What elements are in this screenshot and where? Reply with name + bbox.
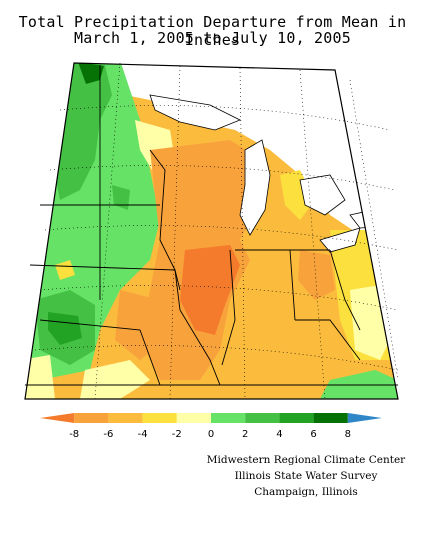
map-title-line2: March 1, 2005 to July 10, 2005 [74,29,351,47]
legend-tick-label: 8 [345,429,351,440]
graticule-lines [34,62,399,400]
legend-swatch [176,413,211,423]
map-fill-regions [25,63,398,399]
map-frame [24,62,399,400]
legend-swatch [279,413,314,423]
legend-tick-label: -2 [172,429,182,440]
legend-tick-label: 0 [208,429,214,440]
legend-swatch [142,413,177,423]
legend-color-bar [40,413,382,423]
legend-swatch [108,413,143,423]
legend-tick-label: -8 [69,429,79,440]
map-title-line1: Total Precipitation Departure from Mean … [18,13,407,49]
credit-line1: Midwestern Regional Climate Center [206,454,406,466]
credit-line3: Champaign, Illinois [254,486,358,498]
legend-swatch [245,413,280,423]
legend-tick-labels: -8 -6 -4 -2 0 2 4 6 8 [69,429,351,440]
legend-tick-label: 4 [276,429,282,440]
legend-tick-label: 6 [310,429,316,440]
legend-tick-label: -4 [138,429,148,440]
legend-tick-label: -6 [103,429,113,440]
legend-swatch [40,413,75,423]
state-boundaries [25,65,398,386]
legend-swatch [313,413,348,423]
legend-tick-label: 2 [242,429,248,440]
credit-line2: Illinois State Water Survey [234,470,378,482]
legend-swatch [211,413,246,423]
legend-swatch [74,413,109,423]
legend-swatch [347,413,382,423]
